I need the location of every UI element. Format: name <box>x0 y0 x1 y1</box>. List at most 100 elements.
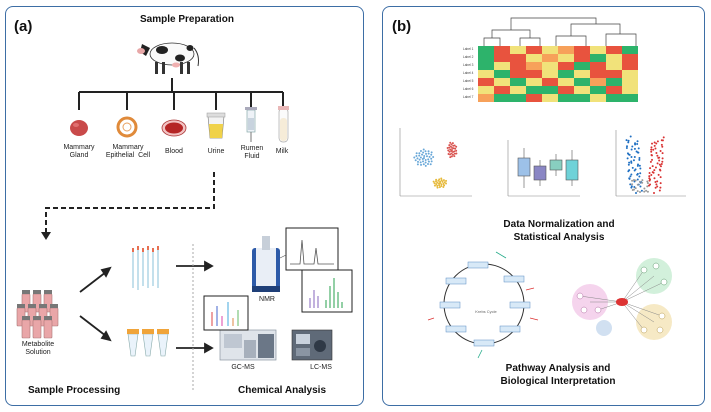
sample-preparation-title: Sample Preparation <box>140 14 234 25</box>
volcano-point <box>637 151 640 154</box>
volcano-point <box>651 142 654 145</box>
volcano-point <box>659 169 662 172</box>
heatmap-cell <box>494 62 510 70</box>
pca-point <box>418 158 421 161</box>
pca-point <box>429 163 432 166</box>
sample-label-urine: Urine <box>207 148 225 155</box>
heatmap-cell <box>510 54 526 62</box>
heatmap-cell <box>558 70 574 78</box>
pca-point <box>415 155 418 158</box>
pca-point <box>416 157 419 160</box>
volcano-point <box>646 185 649 188</box>
volcano-point <box>640 189 643 192</box>
pca-point <box>447 153 450 156</box>
pca-point <box>424 164 427 167</box>
heatmap-row-label: Label 5 <box>463 79 474 83</box>
pca-point <box>440 179 443 182</box>
heatmap-cell <box>542 70 558 78</box>
pca-point <box>427 158 430 161</box>
pca-point <box>440 183 443 186</box>
pca-point <box>421 153 424 156</box>
volcano-point <box>648 172 651 175</box>
heatmap-row-label: Label 1 <box>463 47 474 51</box>
heatmap-cell <box>542 94 558 102</box>
pipettes-icon <box>132 246 159 290</box>
pathway-network-diagram <box>572 258 672 340</box>
pca-point <box>453 150 456 153</box>
lcms-label: LC-MS <box>310 364 332 371</box>
volcano-point <box>653 144 656 147</box>
heatmap-cell <box>526 86 542 94</box>
pca-point <box>440 177 443 180</box>
volcano-point <box>655 151 658 154</box>
pca-point <box>448 144 451 147</box>
heatmap-cell <box>558 54 574 62</box>
heatmap-cell <box>622 94 638 102</box>
volcano-point <box>639 191 641 193</box>
pca-point <box>420 163 423 166</box>
volcano-point <box>645 189 648 192</box>
urine-cup-icon <box>206 112 226 139</box>
pca-point <box>436 181 439 184</box>
heatmap-cell <box>574 54 590 62</box>
volcano-point <box>632 179 635 182</box>
heatmap-cell <box>542 78 558 86</box>
volcano-point <box>656 154 659 157</box>
volcano-point <box>654 186 657 189</box>
heatmap-cell <box>558 86 574 94</box>
volcano-point <box>641 179 644 182</box>
heatmap-cell <box>510 70 526 78</box>
pca-point <box>450 143 453 146</box>
volcano-point <box>658 163 661 166</box>
heatmap-row-label: Label 3 <box>463 63 474 67</box>
volcano-point <box>650 174 653 177</box>
heatmap-cell <box>526 46 542 54</box>
sample-label-mammary-gland: Mammary Gland <box>63 144 95 159</box>
volcano-point <box>659 182 662 185</box>
volcano-point <box>630 173 633 176</box>
heatmap-cell <box>478 62 494 70</box>
heatmap-cell <box>590 86 606 94</box>
heatmap-cell <box>526 62 542 70</box>
pca-point <box>433 184 436 187</box>
volcano-point <box>653 177 656 180</box>
pca-point <box>439 180 442 183</box>
pca-point <box>416 163 419 166</box>
pca-point <box>418 154 421 157</box>
volcano-point <box>630 155 633 158</box>
pca-point <box>442 185 445 188</box>
pathway-analysis-title: Pathway Analysis and Biological Interpre… <box>500 363 616 387</box>
heatmap-cell <box>558 46 574 54</box>
volcano-point <box>660 162 663 165</box>
pca-point <box>430 160 433 163</box>
pca-point <box>427 150 430 153</box>
heatmap-cell <box>510 86 526 94</box>
volcano-point <box>650 150 653 153</box>
pca-point <box>424 161 427 164</box>
pca-point <box>435 183 438 186</box>
pca-point <box>415 152 418 155</box>
volcano-point <box>648 177 651 180</box>
heatmap-cell <box>606 54 622 62</box>
volcano-point <box>636 143 639 146</box>
volcano-point <box>639 172 642 175</box>
volcano-point <box>638 164 641 167</box>
panel-b-letter: (b) <box>392 18 412 35</box>
pca-point <box>455 149 458 152</box>
epithelial-cell-icon <box>116 116 138 138</box>
volcano-point <box>634 179 637 182</box>
volcano-point <box>639 167 642 170</box>
pca-point <box>432 180 435 183</box>
volcano-point <box>629 183 632 186</box>
heatmap-cell <box>478 94 494 102</box>
pca-point <box>422 148 425 151</box>
volcano-point <box>650 154 653 157</box>
heatmap-cell <box>590 78 606 86</box>
heatmap-cell <box>574 62 590 70</box>
volcano-point <box>661 160 664 163</box>
dashed-flow-arrow <box>41 172 215 240</box>
gcms-instrument-icon <box>219 329 277 361</box>
pca-point <box>446 146 449 149</box>
volcano-point <box>658 159 661 162</box>
milk-tube-icon <box>278 106 289 143</box>
